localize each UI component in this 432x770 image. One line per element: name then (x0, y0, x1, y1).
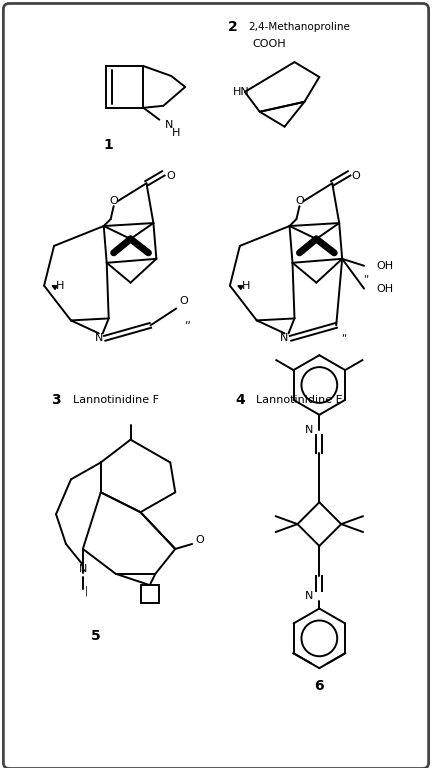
Text: OH: OH (376, 283, 393, 293)
Text: N: N (305, 425, 314, 435)
Text: O: O (196, 535, 204, 545)
Text: |: | (85, 585, 89, 596)
Text: H: H (56, 280, 64, 290)
Text: 3: 3 (51, 393, 61, 407)
Text: H: H (242, 280, 250, 290)
Text: HN: HN (233, 87, 250, 97)
Text: ,,: ,, (341, 328, 347, 338)
Text: ,,: ,, (185, 316, 192, 326)
Text: O: O (180, 296, 189, 306)
FancyBboxPatch shape (3, 4, 429, 768)
Text: 2,4-Methanoproline: 2,4-Methanoproline (248, 22, 349, 32)
Text: OH: OH (376, 261, 393, 271)
Polygon shape (238, 286, 243, 290)
Text: ,,: ,, (363, 269, 369, 279)
Text: Lannotinidine E: Lannotinidine E (256, 395, 343, 405)
Text: N: N (280, 333, 289, 343)
Text: N: N (79, 564, 87, 574)
Text: H: H (172, 128, 181, 138)
Text: O: O (295, 196, 304, 206)
Text: 2: 2 (228, 20, 238, 35)
Text: N: N (165, 119, 174, 129)
Text: O: O (352, 172, 360, 182)
Text: 6: 6 (314, 679, 324, 693)
Polygon shape (52, 286, 57, 290)
Text: 4: 4 (235, 393, 245, 407)
Text: N: N (305, 591, 314, 601)
Text: COOH: COOH (253, 39, 286, 49)
Text: 1: 1 (104, 138, 114, 152)
Text: O: O (166, 172, 175, 182)
Text: N: N (95, 333, 103, 343)
Text: O: O (109, 196, 118, 206)
Text: Lannotinidine F: Lannotinidine F (73, 395, 159, 405)
Text: 5: 5 (91, 629, 101, 644)
